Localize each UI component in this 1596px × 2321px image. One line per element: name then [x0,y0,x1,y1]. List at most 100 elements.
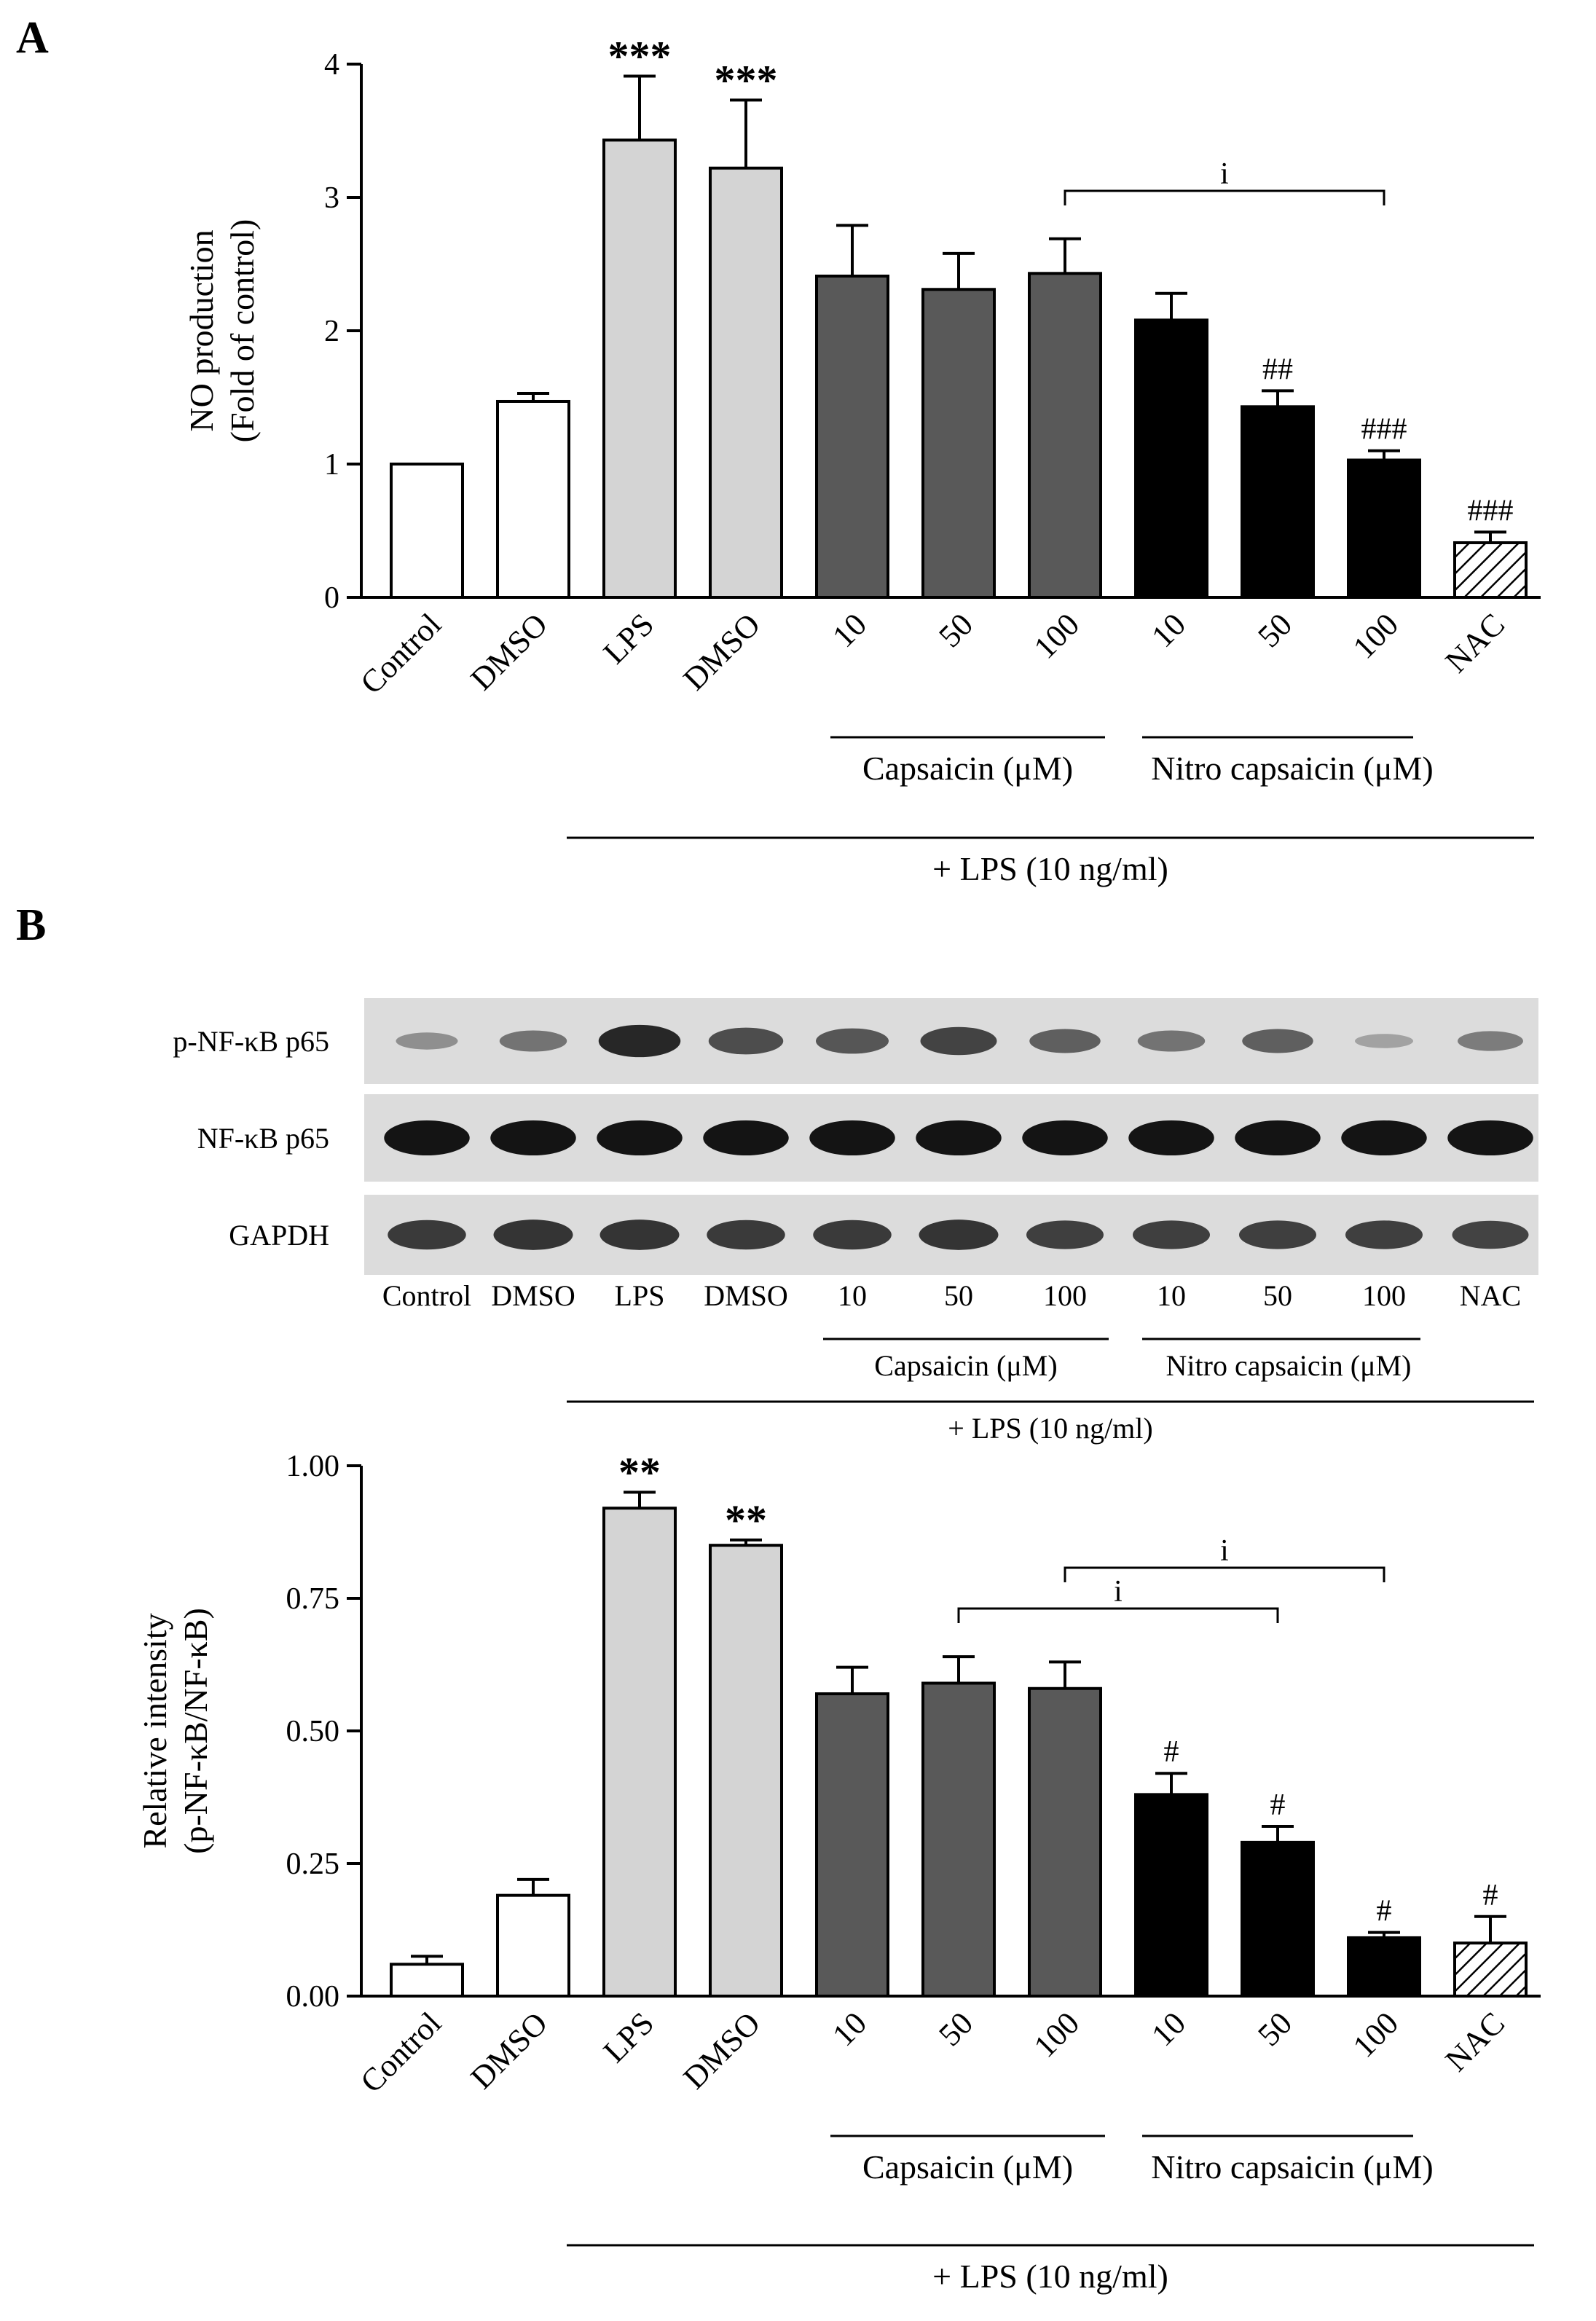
significance-label: ** [618,1448,661,1496]
y-axis-subtitle: (Fold of control) [224,219,261,443]
significance-label: # [1164,1735,1179,1769]
significance-label: # [1377,1895,1392,1928]
blot-lane-label: 50 [944,1279,973,1312]
y-tick-label: 2 [324,315,339,348]
y-tick-label: 3 [324,181,339,215]
x-tick-label: 10 [825,2005,873,2053]
blot-row-label: GAPDH [229,1219,329,1252]
x-tick-label: Control [353,606,448,701]
bar [1453,1941,1528,1998]
y-axis-title: NO production [183,229,220,431]
bar [1347,1936,1421,1998]
x-tick-label: 100 [1027,2005,1086,2064]
blot-lane-label: 50 [1263,1279,1292,1312]
y-axis-title: Relative intensity [136,1613,173,1848]
significance-label: ** [725,1496,767,1544]
blot-lane-label: 10 [1157,1279,1186,1312]
bar [602,138,677,599]
significance-label: ## [1262,353,1293,386]
x-tick-label: DMSO [677,2005,768,2096]
capsaicin-group-label: Capsaicin (μM) [862,2148,1073,2185]
blot-band [707,1220,785,1250]
x-tick-label: NAC [1439,606,1512,679]
y-tick-label: 4 [324,48,339,82]
blot-lane-label: 100 [1043,1279,1087,1312]
blot-band [396,1032,458,1050]
blot-nitro-label: Nitro capsaicin (μM) [1166,1349,1412,1382]
blot-band [1022,1120,1108,1156]
x-tick-label: LPS [597,606,661,670]
y-tick-label: 0.25 [286,1847,340,1881]
blot-band [813,1220,892,1250]
lps-group-label: + LPS (10 ng/ml) [932,850,1168,887]
significance-label: # [1270,1788,1286,1822]
significance-label: ### [1361,413,1407,447]
bar [1134,1793,1208,1998]
blot-lane-label: DMSO [704,1279,788,1312]
blot-lane-label: Control [382,1279,471,1312]
y-tick-label: 0.00 [286,1980,340,2014]
blot-band [490,1120,576,1156]
x-tick-label: 10 [1144,606,1192,654]
blot-band [1341,1120,1427,1156]
blot-band [916,1120,1002,1156]
western-blot: p-NF-κB p65 NF-κB p65 GAPDH Control DMSO LPS D… [173,998,1538,1445]
x-tick-label: 50 [932,606,980,654]
blot-band [1345,1220,1423,1249]
blot-band [816,1028,889,1054]
x-tick-label: DMSO [464,606,555,697]
blot-band [600,1220,680,1250]
x-tick-label: 100 [1346,606,1405,665]
blot-band [499,1030,567,1052]
bar [1134,318,1208,599]
chart-b: 0.00 0.25 0.50 0.75 1.00 Relative intensity (p… [136,1448,1541,2295]
blot-capsaicin-label: Capsaicin (μM) [874,1349,1057,1382]
blot-band [598,1024,681,1058]
blot-band [493,1220,573,1250]
blot-band [384,1120,470,1156]
bar [390,463,464,599]
bar [1347,458,1421,600]
blot-band [1133,1220,1210,1249]
blot-row-label: p-NF-κB p65 [173,1025,329,1058]
bar [1241,1840,1315,1998]
x-tick-label: 50 [1251,2005,1299,2053]
significance-label: # [1483,1879,1498,1912]
x-tick-label: 10 [1144,2005,1192,2053]
y-tick-label: 1.00 [286,1450,340,1483]
y-axis-subtitle: (p-NF-κB/NF-κB) [177,1608,214,1854]
bar [921,288,996,599]
blot-band [703,1120,789,1156]
bar [496,399,570,599]
bar [1028,1686,1102,1998]
blot-row-label: NF-κB p65 [197,1122,329,1155]
x-tick-label: 100 [1346,2005,1405,2064]
blot-band [1128,1120,1214,1156]
x-tick-label: LPS [597,2005,661,2069]
significance-label: *** [608,32,672,79]
x-tick-label: 50 [1251,606,1299,654]
blot-band [1235,1120,1321,1156]
lps-group-label: + LPS (10 ng/ml) [932,2258,1168,2295]
y-tick-label: 0 [324,581,339,615]
nitro-group-label: Nitro capsaicin (μM) [1151,750,1433,787]
blot-band [1447,1120,1533,1156]
x-tick-label: Control [353,2005,448,2100]
blot-lane-label: 100 [1362,1279,1406,1312]
bar [390,1963,464,1998]
blot-lane-label: LPS [615,1279,665,1312]
bar [1241,405,1315,599]
blot-band [597,1120,683,1156]
y-tick-label: 0.75 [286,1582,340,1616]
blot-lane-label: NAC [1460,1279,1521,1312]
panel-label-b: B [16,900,46,950]
blot-band [1029,1029,1101,1053]
blot-band [920,1026,997,1056]
bar [1453,541,1528,599]
blot-lps-label: + LPS (10 ng/ml) [948,1412,1152,1445]
capsaicin-group-label: Capsaicin (μM) [862,750,1073,787]
comparison-bracket [957,1607,1279,1623]
bar [709,1544,783,1998]
bar [602,1507,677,1998]
